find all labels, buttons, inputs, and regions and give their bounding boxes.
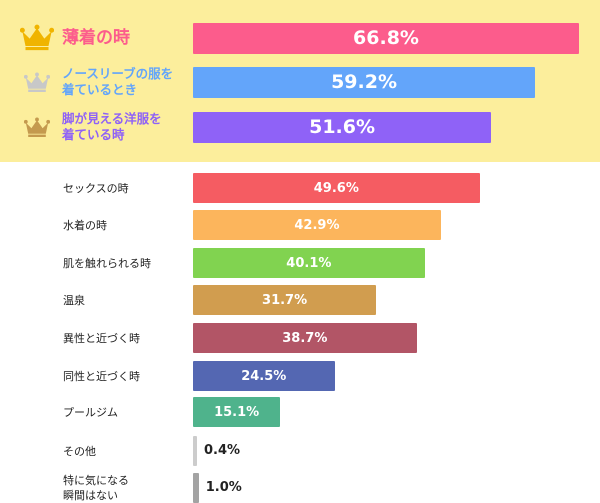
- category-label-line: 瞬間はない: [63, 489, 118, 502]
- bar: 49.6%: [193, 173, 480, 203]
- category-label-line: セックスの時: [63, 181, 129, 195]
- bar: 15.1%: [193, 397, 281, 427]
- value-label: 51.6%: [309, 116, 376, 138]
- value-label: 42.9%: [294, 217, 340, 233]
- bar: 31.7%: [193, 285, 377, 315]
- value-label: 66.8%: [353, 27, 419, 49]
- category-label-line: 薄着の時: [62, 28, 130, 48]
- category-label: 異性と近づく時: [63, 331, 140, 346]
- category-label: セックスの時: [63, 181, 129, 196]
- category-label: その他: [63, 444, 96, 459]
- category-label-line: 異性と近づく時: [63, 331, 140, 345]
- bar: [193, 473, 199, 503]
- category-label-line: 同性と近づく時: [63, 369, 140, 383]
- bar: 42.9%: [193, 210, 441, 240]
- category-label: 同性と近づく時: [63, 369, 140, 384]
- gold-crown-icon: [19, 24, 55, 55]
- silver-crown-icon-shape: [23, 72, 51, 92]
- category-label: ノースリーブの服を 着ているとき: [62, 66, 173, 98]
- value-label: 0.4%: [204, 443, 241, 458]
- bar: 51.6%: [193, 111, 492, 143]
- category-label-line: 着ている時: [62, 127, 125, 142]
- value-label: 31.7%: [262, 292, 308, 308]
- category-label: プールジム: [63, 405, 118, 420]
- category-label-line: 特に気になる: [63, 474, 129, 487]
- category-label: 温泉: [63, 293, 85, 308]
- category-label-line: 着ているとき: [62, 82, 138, 97]
- category-label-line: プールジム: [63, 405, 118, 419]
- category-label-line: ノースリーブの服を: [62, 66, 174, 81]
- bar: 59.2%: [193, 66, 536, 98]
- bronze-crown-icon-shape: [23, 117, 51, 137]
- value-label: 40.1%: [286, 255, 332, 271]
- category-label-line: 温泉: [63, 293, 85, 307]
- category-label: 脚が見える洋服を 着ている時: [62, 111, 162, 143]
- value-label: 15.1%: [214, 404, 260, 420]
- category-label-line: 脚が見える洋服を: [62, 111, 162, 126]
- bar: 40.1%: [193, 248, 425, 278]
- value-label: 49.6%: [313, 180, 359, 196]
- category-label: 薄着の時: [62, 28, 130, 48]
- value-label: 24.5%: [241, 368, 287, 384]
- value-label: 1.0%: [205, 480, 242, 495]
- category-label: 特に気になる 瞬間はない: [63, 473, 129, 503]
- category-label: 水着の時: [63, 218, 107, 233]
- category-label: 肌を触れられる時: [63, 256, 151, 271]
- bronze-crown-icon: [23, 117, 51, 142]
- bar: 66.8%: [193, 22, 579, 54]
- category-label-line: その他: [63, 444, 96, 458]
- bar: 24.5%: [193, 361, 335, 391]
- category-label-line: 肌を触れられる時: [63, 256, 151, 270]
- gold-crown-icon-shape: [19, 25, 55, 51]
- value-label: 38.7%: [282, 330, 328, 346]
- silver-crown-icon: [23, 72, 51, 97]
- bar: 38.7%: [193, 323, 417, 353]
- category-label-line: 水着の時: [63, 218, 107, 232]
- value-label: 59.2%: [331, 71, 397, 93]
- bar: [193, 436, 197, 466]
